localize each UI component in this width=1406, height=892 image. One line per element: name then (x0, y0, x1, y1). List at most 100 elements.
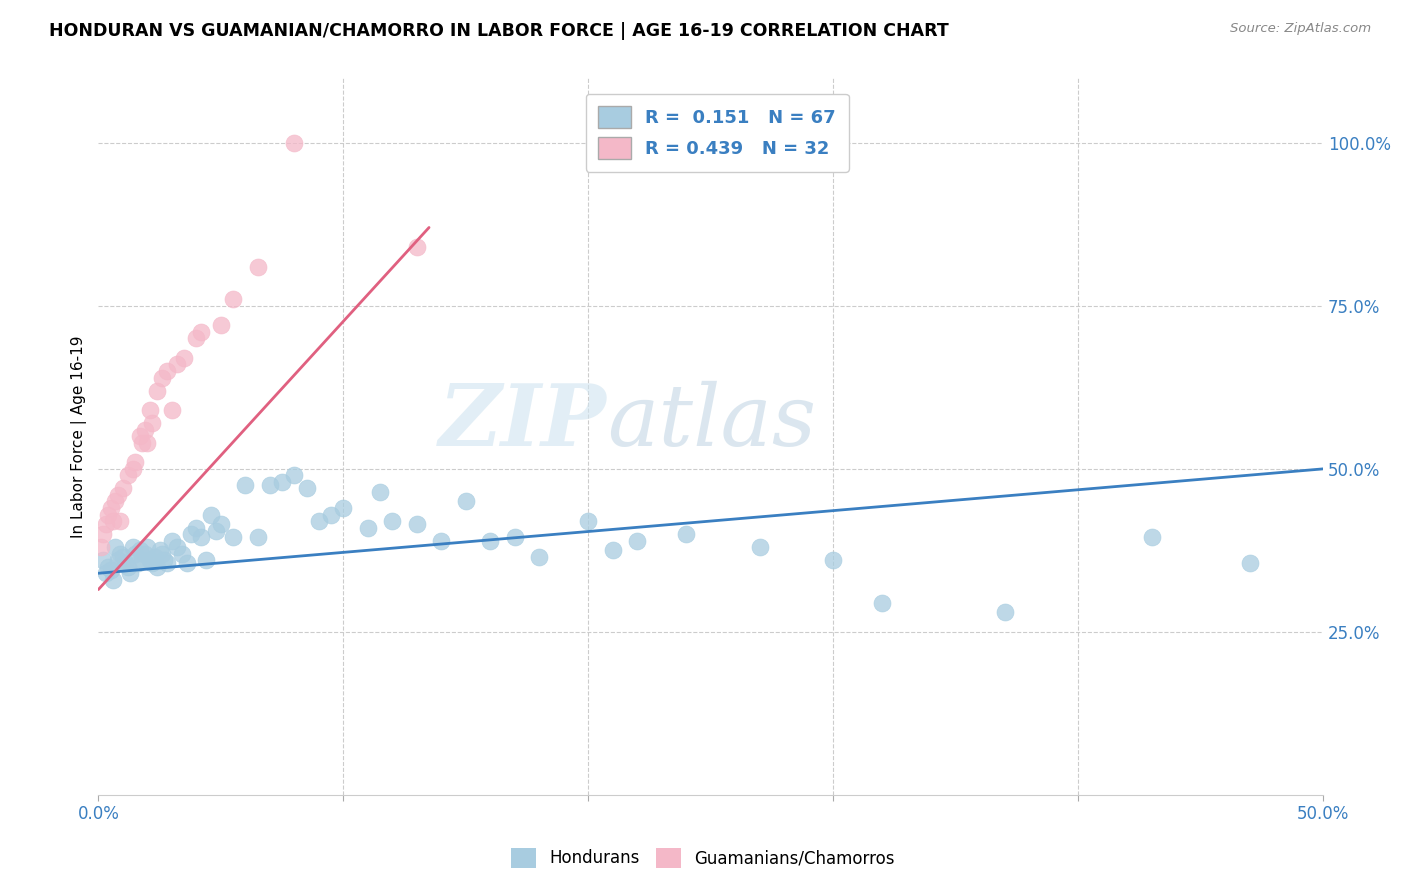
Point (479, 533, 502, 548)
Point (153, 553, 176, 567)
Point (160, 403, 183, 417)
Point (271, 475, 294, 489)
Point (173, 351, 195, 365)
Point (104, 540, 127, 554)
Point (1140, 530, 1163, 544)
Point (209, 318, 232, 333)
Point (110, 514, 132, 528)
Text: Source: ZipAtlas.com: Source: ZipAtlas.com (1230, 22, 1371, 36)
Point (454, 494, 477, 508)
Point (186, 331, 208, 345)
Point (200, 508, 222, 522)
Point (131, 553, 153, 567)
Point (114, 557, 136, 571)
Text: atlas: atlas (606, 381, 815, 463)
Point (101, 573, 124, 587)
Point (246, 260, 269, 274)
Point (170, 547, 193, 561)
Point (139, 553, 162, 567)
Point (94, 517, 117, 532)
Point (141, 416, 163, 430)
Point (100, 501, 122, 516)
Text: HONDURAN VS GUAMANIAN/CHAMORRO IN LABOR FORCE | AGE 16-19 CORRELATION CHART: HONDURAN VS GUAMANIAN/CHAMORRO IN LABOR … (49, 22, 949, 40)
Point (141, 557, 163, 571)
Point (602, 543, 624, 558)
Point (111, 549, 134, 564)
Point (136, 540, 159, 554)
Point (107, 488, 129, 502)
Point (139, 403, 162, 417)
Point (246, 530, 269, 544)
Point (107, 553, 129, 567)
Point (121, 540, 143, 554)
Point (405, 240, 427, 254)
Point (186, 520, 208, 534)
Point (308, 514, 330, 528)
Point (283, 136, 305, 150)
Point (117, 559, 139, 574)
Point (295, 482, 318, 496)
Point (190, 325, 212, 339)
Point (150, 370, 173, 384)
Point (97, 559, 120, 574)
Point (149, 543, 172, 558)
Point (195, 553, 218, 567)
Point (823, 553, 845, 567)
Point (146, 559, 169, 574)
Point (748, 540, 770, 554)
Point (405, 517, 427, 532)
Point (129, 543, 152, 558)
Point (357, 520, 380, 534)
Point (368, 484, 391, 499)
Point (1239, 557, 1261, 571)
Point (101, 514, 124, 528)
Point (156, 364, 179, 378)
Point (626, 533, 648, 548)
Point (332, 501, 354, 516)
Point (110, 547, 132, 561)
Point (176, 557, 198, 571)
Point (233, 478, 256, 492)
Legend: Hondurans, Guamanians/Chamorros: Hondurans, Guamanians/Chamorros (505, 841, 901, 875)
Point (121, 462, 143, 476)
Point (870, 596, 893, 610)
Text: ZIP: ZIP (439, 380, 606, 464)
Point (104, 494, 127, 508)
Point (222, 530, 245, 544)
Point (111, 482, 134, 496)
Point (319, 508, 342, 522)
Point (117, 468, 139, 483)
Point (156, 557, 179, 571)
Point (94, 566, 117, 581)
Point (576, 514, 599, 528)
Point (136, 435, 159, 450)
Point (91, 553, 114, 567)
Point (283, 468, 305, 483)
Point (166, 540, 188, 554)
Point (150, 547, 173, 561)
Point (131, 435, 153, 450)
Point (124, 455, 146, 469)
Point (90, 540, 112, 554)
Point (166, 358, 188, 372)
Legend: R =  0.151   N = 67, R = 0.439   N = 32: R = 0.151 N = 67, R = 0.439 N = 32 (586, 94, 849, 172)
Point (209, 517, 232, 532)
Point (503, 530, 526, 544)
Point (91, 527, 114, 541)
Point (994, 606, 1017, 620)
Y-axis label: In Labor Force | Age 16-19: In Labor Force | Age 16-19 (72, 335, 87, 538)
Point (180, 527, 202, 541)
Point (190, 530, 212, 544)
Point (205, 524, 228, 538)
Point (259, 478, 281, 492)
Point (381, 514, 404, 528)
Point (146, 384, 169, 398)
Point (97, 508, 120, 522)
Point (134, 547, 156, 561)
Point (675, 527, 697, 541)
Point (160, 533, 183, 548)
Point (100, 563, 122, 577)
Point (529, 549, 551, 564)
Point (222, 292, 245, 306)
Point (127, 557, 149, 571)
